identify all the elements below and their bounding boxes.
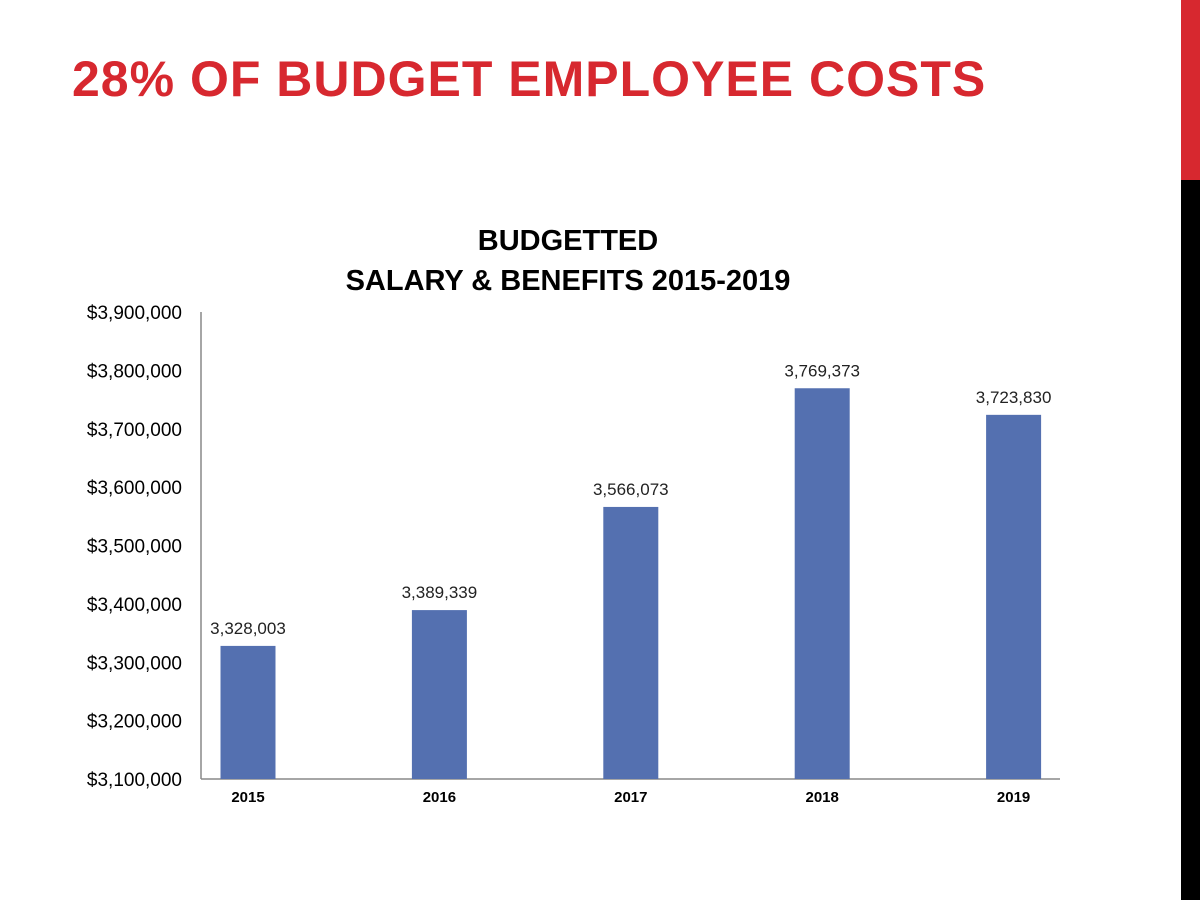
y-tick-label: $3,100,000	[87, 770, 182, 791]
data-label: 3,723,830	[976, 388, 1052, 407]
accent-stripe-black	[1181, 180, 1200, 900]
slide-title: 28% OF BUDGET EMPLOYEE COSTS	[72, 51, 987, 107]
data-label: 3,328,003	[210, 619, 286, 638]
bar-2015	[220, 645, 276, 779]
chart-title-line-1: BUDGETTED	[478, 225, 658, 257]
x-tick-label: 2018	[806, 789, 839, 806]
x-tick-label: 2016	[423, 789, 456, 806]
data-label: 3,769,373	[784, 361, 860, 380]
data-label: 3,566,073	[593, 480, 669, 499]
accent-stripe-red	[1181, 0, 1200, 180]
y-tick-label: $3,500,000	[87, 537, 182, 558]
x-tick-label: 2019	[997, 789, 1030, 806]
y-tick-label: $3,400,000	[87, 595, 182, 616]
bar-2017	[603, 506, 659, 779]
x-tick-label: 2015	[231, 789, 264, 806]
y-tick-label: $3,600,000	[87, 478, 182, 499]
chart-title-line-2: SALARY & BENEFITS 2015-2019	[346, 265, 791, 297]
y-tick-label: $3,300,000	[87, 653, 182, 674]
bar-2016	[411, 610, 467, 779]
data-label: 3,389,339	[402, 583, 478, 602]
y-tick-label: $3,900,000	[87, 303, 182, 324]
bar-2018	[794, 388, 850, 779]
y-tick-label: $3,200,000	[87, 712, 182, 733]
y-tick-label: $3,800,000	[87, 361, 182, 382]
x-tick-label: 2017	[614, 789, 647, 806]
bar-2019	[986, 414, 1042, 779]
y-tick-label: $3,700,000	[87, 420, 182, 441]
